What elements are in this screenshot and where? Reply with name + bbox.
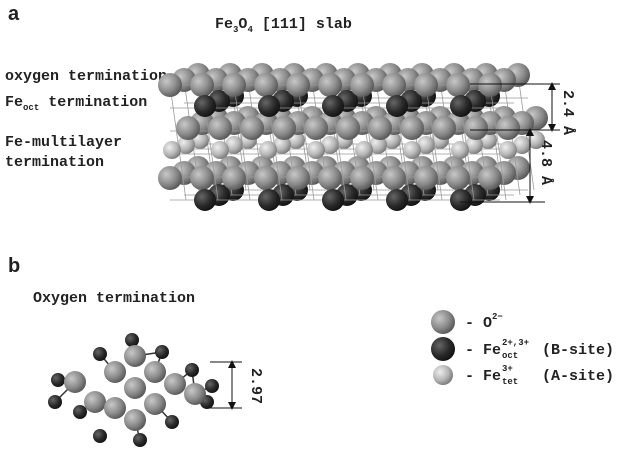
- atom: [190, 166, 214, 190]
- atom: [165, 415, 179, 429]
- atom: [144, 393, 166, 415]
- legend-text: - Fe3+tet(A-site): [465, 364, 614, 387]
- atom: [350, 73, 374, 97]
- atom: [144, 361, 166, 383]
- atom: [194, 95, 216, 117]
- atom: [124, 345, 146, 367]
- atom: [304, 116, 328, 140]
- atom: [124, 409, 146, 431]
- atom: [478, 73, 502, 97]
- dimension-label: 2.97: [247, 368, 264, 404]
- atom: [318, 73, 342, 97]
- atom: [478, 166, 502, 190]
- atom: [414, 166, 438, 190]
- atom: [368, 116, 392, 140]
- atom: [48, 395, 62, 409]
- atom: [355, 141, 373, 159]
- atom: [64, 371, 86, 393]
- atom: [211, 141, 229, 159]
- atom: [184, 383, 206, 405]
- atom: [258, 95, 280, 117]
- atom: [286, 73, 310, 97]
- atom: [382, 73, 406, 97]
- atom: [155, 345, 169, 359]
- dimension-label: 4.8 Å: [537, 140, 554, 185]
- atom: [322, 95, 344, 117]
- atom: [93, 347, 107, 361]
- atom: [322, 189, 344, 211]
- legend-text: - Fe2+,3+oct(B-site): [465, 338, 614, 361]
- atom: [133, 433, 147, 447]
- atom: [158, 73, 182, 97]
- atom: [205, 379, 219, 393]
- atom: [403, 141, 421, 159]
- panel-label: a: [8, 3, 20, 25]
- atom: [259, 141, 277, 159]
- atom: [499, 141, 517, 159]
- atom: [336, 116, 360, 140]
- atom: [350, 166, 374, 190]
- legend-symbol: [433, 365, 453, 385]
- atom: [176, 116, 200, 140]
- atom: [51, 373, 65, 387]
- legend-symbol: [431, 310, 455, 334]
- atom: [496, 116, 520, 140]
- panel-title: Oxygen termination: [33, 290, 195, 307]
- atom: [104, 361, 126, 383]
- atom: [446, 73, 470, 97]
- atom: [307, 141, 325, 159]
- atom: [414, 73, 438, 97]
- termination-label: Fe-multilayer: [5, 134, 122, 151]
- atom: [254, 166, 278, 190]
- legend-text: - O2−: [465, 312, 503, 332]
- panel-label: b: [8, 255, 20, 277]
- atom: [272, 116, 296, 140]
- atom: [158, 166, 182, 190]
- termination-label: Feoct termination: [5, 94, 147, 113]
- atom: [125, 333, 139, 347]
- atom: [446, 166, 470, 190]
- atom: [163, 141, 181, 159]
- atom: [382, 166, 406, 190]
- atom: [164, 373, 186, 395]
- atom: [286, 166, 310, 190]
- atom: [254, 73, 278, 97]
- title: Fe3O4 [111] slab: [215, 16, 352, 35]
- atom: [208, 116, 232, 140]
- legend: - O2− - Fe2+,3+oct(B-site) - Fe3+tet(A-s…: [431, 310, 614, 387]
- slab: [158, 63, 548, 211]
- atom: [73, 405, 87, 419]
- atom: [240, 116, 264, 140]
- atom: [386, 189, 408, 211]
- termination-label: oxygen termination: [5, 68, 167, 85]
- termination-label: termination: [5, 154, 104, 171]
- atom: [190, 73, 214, 97]
- atom: [84, 391, 106, 413]
- atom: [432, 116, 456, 140]
- atom: [450, 95, 472, 117]
- atom: [194, 189, 216, 211]
- cluster: [48, 333, 219, 447]
- atom: [451, 141, 469, 159]
- atom: [400, 116, 424, 140]
- atom: [93, 429, 107, 443]
- atom: [258, 189, 280, 211]
- atom: [450, 189, 472, 211]
- legend-symbol: [431, 337, 455, 361]
- atom: [318, 166, 342, 190]
- atom: [185, 363, 199, 377]
- atom: [104, 397, 126, 419]
- atom: [386, 95, 408, 117]
- atom: [124, 377, 146, 399]
- dimension-label: 2.4 Å: [559, 90, 576, 135]
- atom: [464, 116, 488, 140]
- atom: [222, 166, 246, 190]
- figure: a Fe3O4 [111] slab oxygen termination Fe…: [0, 0, 642, 450]
- atom: [222, 73, 246, 97]
